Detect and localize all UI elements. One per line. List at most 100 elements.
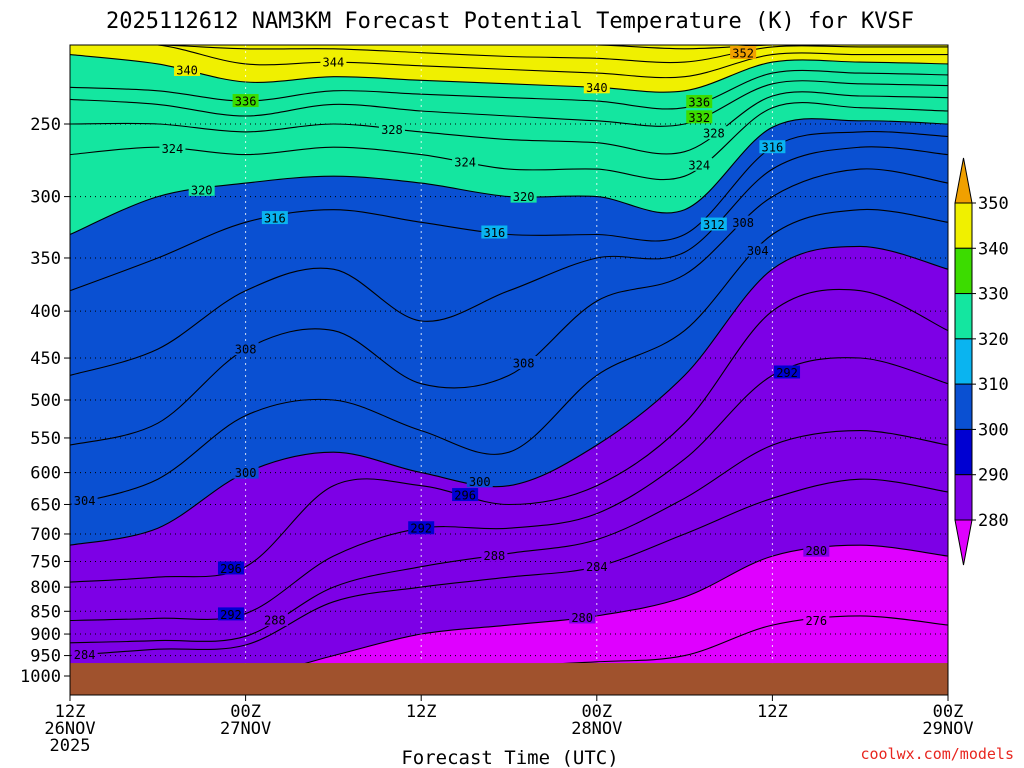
contour-label: 316 xyxy=(264,212,286,226)
colorbar-tick-label: 300 xyxy=(978,420,1009,440)
isentrope-324 xyxy=(70,102,948,181)
y-tick-label: 1000 xyxy=(20,667,61,687)
colorbar-tick-label: 350 xyxy=(978,194,1009,214)
y-tick-label: 750 xyxy=(30,552,61,572)
contour-label: 300 xyxy=(469,475,491,489)
x-tick-label: 26NOV xyxy=(44,719,95,739)
colorbar-box xyxy=(954,474,973,521)
y-tick-label: 250 xyxy=(30,115,61,135)
contour-label-bg xyxy=(232,465,259,479)
contour-label-bg xyxy=(774,365,801,379)
contour-label: 336 xyxy=(688,95,710,109)
contour-label: 316 xyxy=(484,226,506,240)
contour-label: 320 xyxy=(191,183,213,197)
colorbar-box xyxy=(954,383,973,430)
x-tick-label: 12Z xyxy=(55,702,86,722)
isentrope-328 xyxy=(70,91,948,155)
contour-label-bg xyxy=(700,126,727,140)
x-tick-label: 12Z xyxy=(757,702,788,722)
colorbar-box xyxy=(954,293,973,340)
contour-label: 304 xyxy=(747,244,769,258)
contour-label-bg xyxy=(686,110,713,124)
colorbar-tick-label: 280 xyxy=(978,511,1009,531)
contour-label-bg xyxy=(466,474,493,488)
colorbar: 280 290 300 310 320 330 340 350 xyxy=(954,157,1009,566)
contour-label-bg xyxy=(686,157,713,171)
contour-label: 300 xyxy=(235,466,257,480)
contour-label: 340 xyxy=(586,81,608,95)
x-tick-label: 00Z xyxy=(581,702,612,722)
isentrope-332 xyxy=(70,80,948,127)
isentrope-284 xyxy=(70,478,948,657)
x-tick-label: 27NOV xyxy=(220,719,271,739)
contour-label: 284 xyxy=(586,560,608,574)
x-tick-label: 28NOV xyxy=(571,719,622,739)
isentrope-300 xyxy=(70,245,948,546)
contour-label-bg xyxy=(510,189,537,203)
contour-label-bg xyxy=(232,94,259,108)
x-tick-label: 00Z xyxy=(933,702,964,722)
y-axis: 250 300 350 400 450 500 550 600 650 700 750 800 850 9… xyxy=(20,115,70,687)
credit-text: coolwx.com/models xyxy=(860,745,1014,763)
contour-label-bg xyxy=(217,561,244,575)
chart-title: 2025112612 NAM3KM Forecast Potential Tem… xyxy=(106,9,914,34)
contour-label: 336 xyxy=(235,95,257,109)
y-tick-label: 500 xyxy=(30,391,61,411)
contour-label-bg xyxy=(583,80,610,94)
colorbar-tick-label: 340 xyxy=(978,239,1009,259)
contour-label: 284 xyxy=(74,648,96,662)
x-tick-label: 2025 xyxy=(50,736,91,756)
contour-label-bg xyxy=(481,225,508,239)
isentrope-316 xyxy=(70,131,948,292)
colorbar-tick-label: 330 xyxy=(978,285,1009,305)
contour-label: 308 xyxy=(513,356,535,370)
y-tick-label: 550 xyxy=(30,429,61,449)
contour-label: 296 xyxy=(220,562,242,576)
isentrope-308 xyxy=(70,168,948,446)
contour-label: 340 xyxy=(176,63,198,77)
contour-label-bg xyxy=(71,493,98,507)
band-340 xyxy=(70,45,948,93)
contour-label-bg xyxy=(188,182,215,196)
colorbar-bottom-triangle xyxy=(954,519,973,566)
ground xyxy=(70,663,948,695)
contour-label-bg xyxy=(452,488,479,502)
colorbar-top-triangle xyxy=(954,157,973,204)
isentrope-288 xyxy=(70,430,948,644)
contour-label: 292 xyxy=(410,522,432,536)
colorbar-tick-label: 320 xyxy=(978,330,1009,350)
contour-label: 276 xyxy=(805,614,827,628)
y-tick-label: 450 xyxy=(30,349,61,369)
contour-label: 280 xyxy=(805,544,827,558)
isentrope-344 xyxy=(70,45,948,79)
y-tick-label: 650 xyxy=(30,495,61,515)
contour-label-bg xyxy=(232,342,259,356)
contour-label-bg xyxy=(569,610,596,624)
isentrope-348 xyxy=(70,45,948,64)
isentrope-304 xyxy=(70,208,948,506)
contour-label-bg xyxy=(803,543,830,557)
y-tick-label: 950 xyxy=(30,647,61,667)
y-tick-label: 900 xyxy=(30,625,61,645)
contour-label-bg xyxy=(320,55,347,69)
isentrope-336 xyxy=(70,69,948,110)
contour-label-bg xyxy=(759,140,786,154)
colorbar-tick-label: 310 xyxy=(978,375,1009,395)
contour-label: 308 xyxy=(732,216,754,230)
contour-label-bg xyxy=(730,215,757,229)
contour-label: 344 xyxy=(323,56,345,70)
plot-fill-layer: 340 344 352 340 336 336 332 328 328 324 324 324 320 3… xyxy=(70,45,948,695)
contour-label-bg xyxy=(378,122,405,136)
colorbar-box xyxy=(954,202,973,249)
contour-label: 304 xyxy=(74,494,96,508)
contour-label-bg xyxy=(481,548,508,562)
colorbar-box xyxy=(954,338,973,385)
contour-label-bg xyxy=(261,612,288,626)
contour-label: 328 xyxy=(703,127,725,141)
contour-label-bg xyxy=(174,62,201,76)
x-axis-label: Forecast Time (UTC) xyxy=(401,747,618,768)
colorbar-tick-label: 290 xyxy=(978,466,1009,486)
contour-label-bg xyxy=(452,154,479,168)
contour-label-bg xyxy=(510,355,537,369)
